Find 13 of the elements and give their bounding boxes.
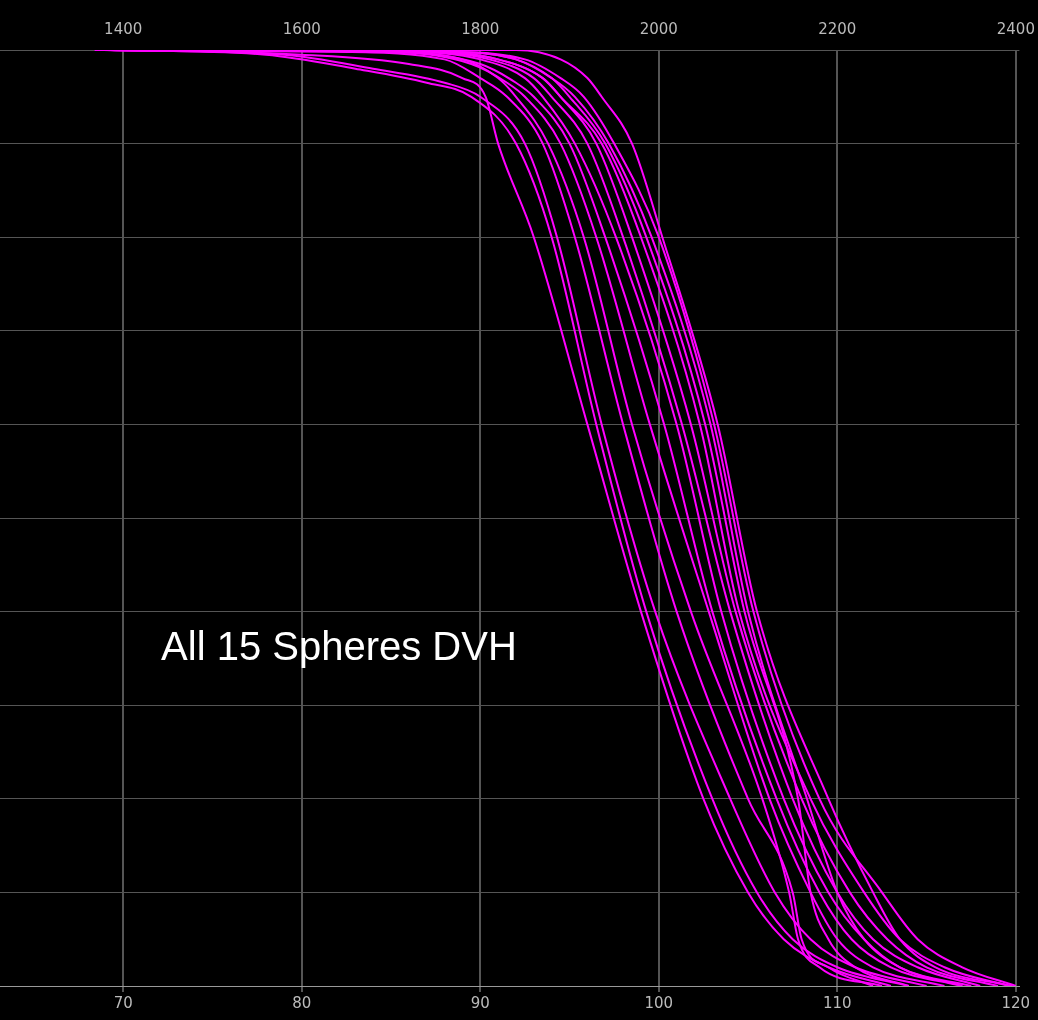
x-tick-label: 80 [292,993,312,1012]
annotation: All 15 Spheres DVH [161,624,517,669]
x2-tick-label: 1600 [282,19,321,38]
x2-tick-label: 2000 [639,19,678,38]
x-tick-label: 120 [1001,993,1031,1012]
x-tick-label: 90 [470,993,490,1012]
x-tick-label: 110 [823,993,852,1012]
x2-tick-label: 1400 [104,19,143,38]
x2-tick-label: 1800 [461,19,500,38]
x2-tick-label: 2200 [818,19,857,38]
x2-tick-label: 2400 [996,19,1035,38]
x-tick-label: 100 [644,993,674,1012]
x-tick-label: 70 [113,993,133,1012]
